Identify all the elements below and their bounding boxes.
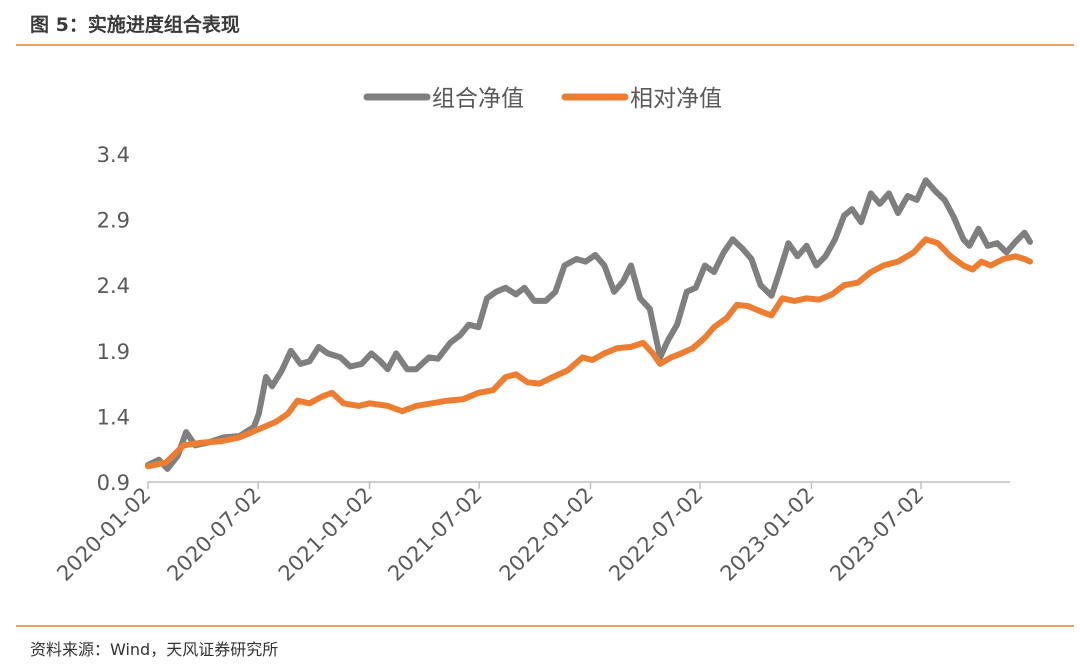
x-tick-label: 2022-07-02 [604,483,707,586]
x-tick-label: 2023-01-02 [716,483,819,586]
series-line-portfolio [145,177,1033,472]
series-line-relative [145,236,1033,470]
y-tick-label: 1.4 [97,405,130,429]
y-tick-label: 1.9 [97,340,130,364]
y-tick-label: 0.9 [97,471,130,495]
x-tick-label: 2022-01-02 [495,483,598,586]
legend-label-relative: 相对净值 [630,86,722,112]
y-tick-label: 2.9 [97,209,130,233]
y-tick-label: 2.4 [97,274,130,298]
x-tick-label: 2020-07-02 [162,483,265,586]
y-tick-label: 3.4 [97,143,130,167]
legend: 组合净值 相对净值 [363,86,722,112]
figure-title: 图 5：实施进度组合表现 [30,14,240,36]
legend-label-portfolio: 组合净值 [432,86,524,112]
source-note: 资料来源：Wind，天风证券研究所 [30,640,279,659]
top-divider [16,44,1074,46]
x-tick-label: 2021-07-02 [383,483,486,586]
x-tick-label: 2023-07-02 [825,483,928,586]
series-lines [145,177,1033,472]
x-tick-label: 2020-01-02 [52,483,155,586]
bottom-divider [16,625,1074,627]
x-tick-label: 2021-01-02 [274,483,377,586]
